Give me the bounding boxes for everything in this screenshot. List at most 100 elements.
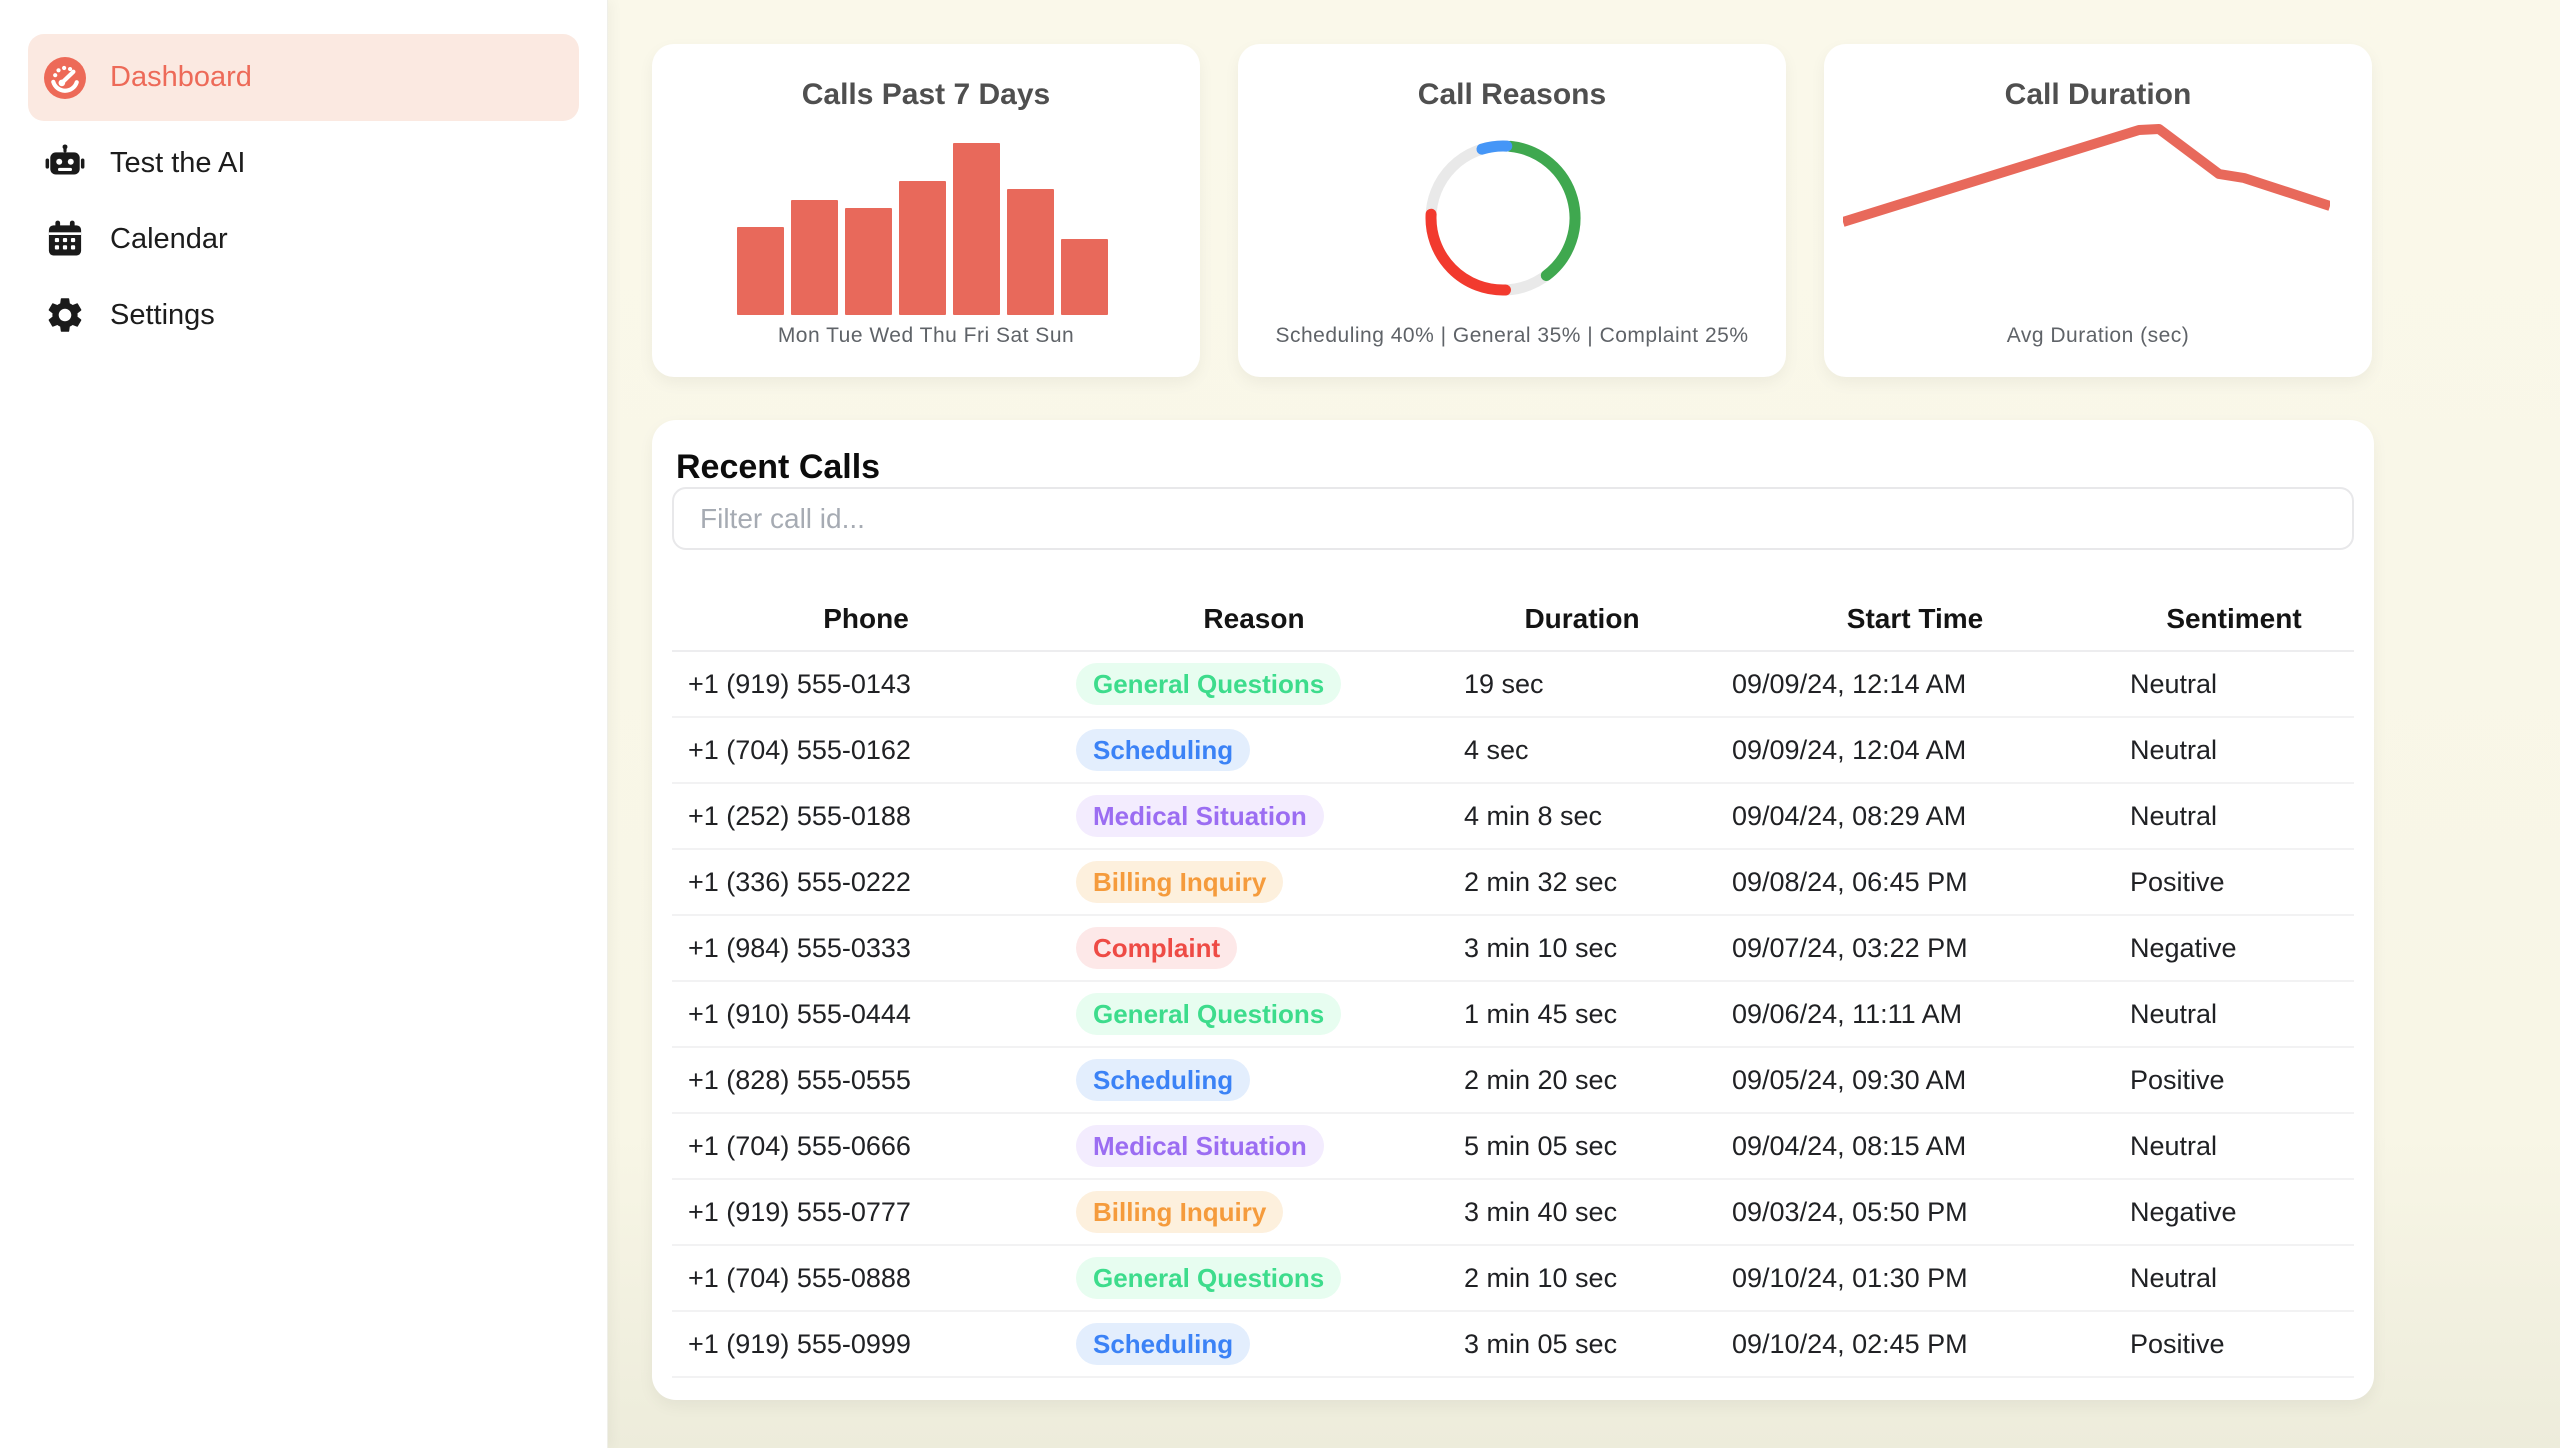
cell-reason: Scheduling — [1060, 1311, 1448, 1378]
table-row: +1 (919) 555-0777 Billing Inquiry 3 min 40… — [672, 1179, 2354, 1246]
sidebar-item-dashboard[interactable]: Dashboard — [28, 34, 579, 121]
cell-duration: 1 min 45 sec — [1448, 981, 1716, 1048]
reason-badge: General Questions — [1076, 1256, 1342, 1300]
cell-duration: 4 min 8 sec — [1448, 783, 1716, 850]
gear-icon — [44, 294, 86, 336]
bar-mon — [737, 227, 784, 315]
cell-reason: Scheduling — [1060, 1047, 1448, 1114]
table-row: +1 (336) 555-0222 Billing Inquiry 2 min 32… — [672, 849, 2354, 916]
sidebar-item-label: Calendar — [110, 222, 228, 255]
sidebar-item-label: Settings — [110, 298, 215, 331]
cell-phone: +1 (252) 555-0188 — [672, 783, 1060, 850]
cell-start-time: 09/03/24, 05:50 PM — [1716, 1179, 2114, 1246]
donut-segment-0 — [1505, 140, 1581, 281]
header-row: Phone Reason Duration Start Time Sentiment — [672, 588, 2354, 652]
cell-sentiment: Neutral — [2114, 717, 2354, 784]
filter-call-id-input[interactable] — [672, 487, 2354, 550]
cell-start-time: 09/08/24, 06:45 PM — [1716, 849, 2114, 916]
cell-sentiment: Negative — [2114, 915, 2354, 982]
table-row: +1 (910) 555-0444 General Questions 1 min … — [672, 981, 2354, 1048]
cell-reason: Scheduling — [1060, 717, 1448, 784]
reason-badge: Billing Inquiry — [1076, 1190, 1284, 1234]
cell-reason: General Questions — [1060, 651, 1448, 718]
cell-start-time: 09/09/24, 12:04 AM — [1716, 717, 2114, 784]
reason-badge: Scheduling — [1076, 1322, 1251, 1366]
cell-phone: +1 (919) 555-0999 — [672, 1311, 1060, 1378]
robot-icon — [44, 142, 86, 184]
table-row: +1 (828) 555-0555 Scheduling 2 min 20 sec 0… — [672, 1047, 2354, 1114]
sidebar-item-label: Dashboard — [110, 61, 252, 93]
cell-start-time: 09/06/24, 11:11 AM — [1716, 981, 2114, 1048]
bar-tue — [791, 200, 838, 315]
table-row: +1 (704) 555-0162 Scheduling 4 sec 09/09/24… — [672, 717, 2354, 784]
cell-duration: 2 min 20 sec — [1448, 1047, 1716, 1114]
cell-reason: Billing Inquiry — [1060, 849, 1448, 916]
donut-chart — [1425, 140, 1581, 296]
calls-past-7-days-card: Calls Past 7 Days Mon Tue Wed Thu Fri Sa… — [652, 44, 1200, 377]
line-chart — [1843, 124, 2330, 227]
cell-start-time: 09/04/24, 08:15 AM — [1716, 1113, 2114, 1180]
cell-duration: 2 min 10 sec — [1448, 1245, 1716, 1312]
card-title-call-reasons: Call Reasons — [1417, 78, 1607, 111]
cell-start-time: 09/04/24, 08:29 AM — [1716, 783, 2114, 850]
reason-badge: Scheduling — [1076, 728, 1251, 772]
donut-chart-caption: Scheduling 40% | General 35% | Complaint… — [1275, 324, 1749, 347]
donut-segment-1 — [1425, 208, 1512, 296]
bar-fri — [953, 143, 1000, 315]
table-row: +1 (252) 555-0188 Medical Situation 4 min … — [672, 783, 2354, 850]
cell-reason: General Questions — [1060, 981, 1448, 1048]
cell-duration: 3 min 05 sec — [1448, 1311, 1716, 1378]
bar-thu — [899, 181, 946, 315]
cell-start-time: 09/10/24, 02:45 PM — [1716, 1311, 2114, 1378]
column-header-sentiment: Sentiment — [2114, 588, 2354, 652]
donut-segment-2 — [1476, 140, 1513, 155]
sidebar-nav: Dashboard Test the AI Calendar Settings — [28, 34, 579, 353]
line-chart-caption: Avg Duration (sec) — [2006, 324, 2190, 347]
cell-duration: 19 sec — [1448, 651, 1716, 718]
call-reasons-card: Call Reasons Scheduling 40% | General 35… — [1238, 44, 1786, 377]
cell-start-time: 09/09/24, 12:14 AM — [1716, 651, 2114, 718]
column-header-start-time: Start Time — [1716, 588, 2114, 652]
reason-badge: Billing Inquiry — [1076, 860, 1284, 904]
sidebar: Dashboard Test the AI Calendar Settings — [0, 0, 608, 1448]
cell-start-time: 09/05/24, 09:30 AM — [1716, 1047, 2114, 1114]
cell-sentiment: Negative — [2114, 1179, 2354, 1246]
cell-sentiment: Positive — [2114, 1311, 2354, 1378]
cell-sentiment: Positive — [2114, 849, 2354, 916]
bar-sun — [1061, 239, 1108, 315]
reason-badge: General Questions — [1076, 662, 1342, 706]
cell-phone: +1 (984) 555-0333 — [672, 915, 1060, 982]
cell-sentiment: Neutral — [2114, 1245, 2354, 1312]
cell-sentiment: Neutral — [2114, 651, 2354, 718]
bar-wed — [845, 208, 892, 315]
table-row: +1 (984) 555-0333 Complaint 3 min 10 sec 09… — [672, 915, 2354, 982]
cell-phone: +1 (704) 555-0666 — [672, 1113, 1060, 1180]
table-row: +1 (919) 555-0999 Scheduling 3 min 05 sec 0… — [672, 1311, 2354, 1378]
cell-reason: Complaint — [1060, 915, 1448, 982]
cell-duration: 2 min 32 sec — [1448, 849, 1716, 916]
reason-badge: General Questions — [1076, 992, 1342, 1036]
table-row: +1 (704) 555-0888 General Questions 2 min … — [672, 1245, 2354, 1312]
sidebar-item-settings[interactable]: Settings — [28, 277, 579, 353]
cell-phone: +1 (919) 555-0143 — [672, 651, 1060, 718]
sidebar-item-label: Test the AI — [110, 146, 246, 179]
main-content: Calls Past 7 Days Mon Tue Wed Thu Fri Sa… — [608, 0, 2560, 1448]
call-duration-card: Call Duration Avg Duration (sec) — [1824, 44, 2372, 377]
reason-badge: Scheduling — [1076, 1058, 1251, 1102]
reason-badge: Medical Situation — [1076, 794, 1324, 838]
table-header-row: Phone Reason Duration Start Time Sentiment — [672, 588, 2354, 652]
recent-calls-table: Phone Reason Duration Start Time Sentiment +… — [672, 588, 2354, 1378]
cell-sentiment: Neutral — [2114, 783, 2354, 850]
cell-duration: 5 min 05 sec — [1448, 1113, 1716, 1180]
cell-reason: Billing Inquiry — [1060, 1179, 1448, 1246]
gauge-icon — [44, 56, 86, 99]
recent-calls-heading: Recent Calls — [676, 448, 881, 486]
cell-phone: +1 (704) 555-0162 — [672, 717, 1060, 784]
cell-phone: +1 (704) 555-0888 — [672, 1245, 1060, 1312]
sidebar-item-test-the-ai[interactable]: Test the AI — [28, 125, 579, 201]
cell-sentiment: Positive — [2114, 1047, 2354, 1114]
bar-sat — [1007, 189, 1054, 315]
column-header-phone: Phone — [672, 588, 1060, 652]
sidebar-item-calendar[interactable]: Calendar — [28, 201, 579, 277]
